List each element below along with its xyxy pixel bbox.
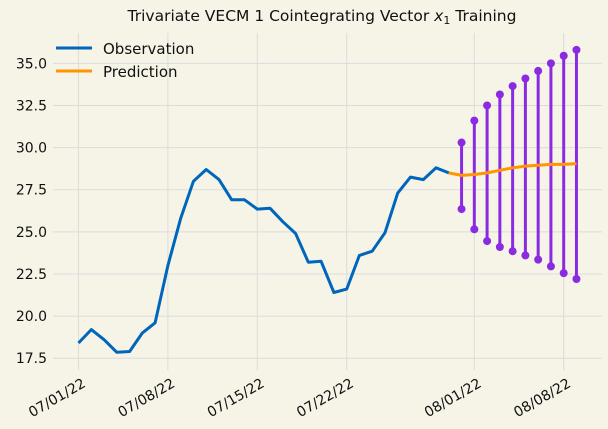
legend-label-observation: Observation — [103, 40, 194, 58]
interval-lower-point — [572, 275, 581, 284]
interval-lower-point — [559, 269, 568, 278]
interval-upper-point — [508, 82, 517, 91]
interval-upper-point — [559, 51, 568, 60]
interval-upper-point — [457, 138, 466, 147]
observation-line — [77, 166, 450, 354]
prediction-line — [448, 162, 577, 177]
x-tick-label: 07/15/22 — [205, 376, 267, 421]
x-tick-label: 08/08/22 — [511, 376, 573, 421]
x-tick-label: 07/22/22 — [294, 376, 356, 421]
x-axis-ticks: 07/01/22 07/08/22 07/15/22 07/22/22 08/01/22… — [26, 376, 574, 421]
y-tick-label: 27.5 — [16, 183, 47, 199]
interval-lower-point — [546, 262, 555, 271]
interval-upper-point — [534, 66, 543, 75]
interval-upper-point — [521, 74, 530, 83]
legend: Observation Prediction — [56, 40, 194, 81]
x-tick-label: 07/08/22 — [115, 376, 177, 421]
x-tick-label: 08/01/22 — [422, 376, 484, 421]
y-tick-label: 22.5 — [16, 267, 47, 283]
interval-upper-point — [470, 116, 479, 125]
interval-lower-point — [534, 255, 543, 264]
series-lines — [77, 162, 577, 354]
interval-lower-point — [508, 247, 517, 256]
x-tick-label: 07/01/22 — [26, 376, 88, 421]
interval-lower-point — [470, 225, 479, 234]
y-tick-label: 17.5 — [16, 351, 47, 367]
interval-upper-point — [572, 45, 581, 54]
interval-upper-point — [483, 101, 492, 110]
interval-lower-point — [521, 251, 530, 260]
grid-lines — [53, 33, 602, 370]
chart-title: Trivariate VECM 1 Cointegrating Vector x… — [127, 7, 517, 27]
interval-lower-point — [495, 242, 504, 251]
y-tick-label: 20.0 — [16, 309, 47, 325]
interval-upper-point — [495, 90, 504, 99]
y-tick-label: 32.5 — [16, 98, 47, 114]
legend-label-prediction: Prediction — [103, 63, 178, 81]
y-tick-label: 30.0 — [16, 141, 47, 157]
y-tick-label: 25.0 — [16, 225, 47, 241]
interval-upper-point — [546, 59, 555, 68]
y-axis-ticks: 17.5 20.0 22.5 25.0 27.5 30.0 32.5 35.0 — [16, 56, 47, 367]
interval-lower-point — [483, 237, 492, 246]
interval-lower-point — [457, 205, 466, 214]
y-tick-label: 35.0 — [16, 56, 47, 72]
